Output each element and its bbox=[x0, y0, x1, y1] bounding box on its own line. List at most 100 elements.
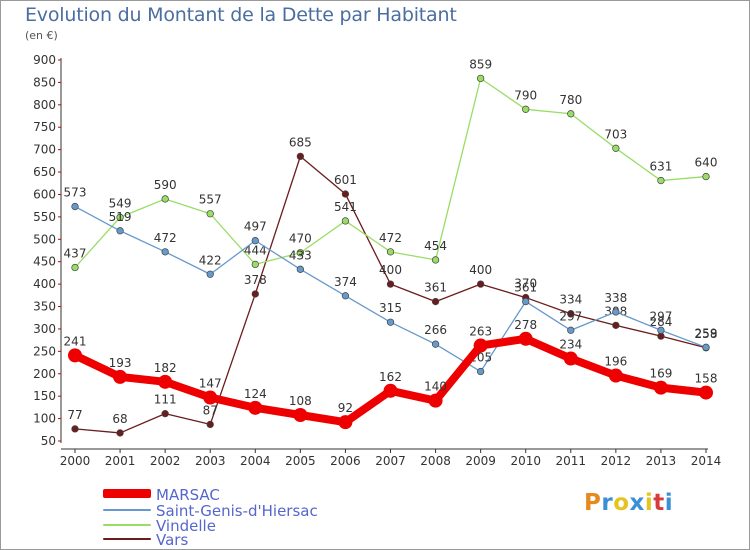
data-label-vars: 400 bbox=[469, 263, 492, 277]
data-label-vindelle: 444 bbox=[244, 243, 267, 257]
data-label-vindelle: 790 bbox=[514, 88, 537, 102]
data-label-marsac: 196 bbox=[604, 355, 627, 369]
data-point-marsac bbox=[68, 348, 82, 363]
x-tick-label: 2001 bbox=[105, 454, 136, 468]
y-tick-label: 50 bbox=[41, 434, 56, 448]
data-label-saint-genis-d-hiersac: 259 bbox=[695, 326, 718, 340]
x-tick-label: 2008 bbox=[420, 454, 451, 468]
data-label-saint-genis-d-hiersac: 297 bbox=[649, 309, 672, 323]
y-tick-label: 750 bbox=[33, 120, 56, 134]
data-point-vindelle bbox=[206, 210, 214, 218]
data-label-vars: 378 bbox=[244, 273, 267, 287]
data-point-marsac bbox=[293, 408, 308, 423]
data-label-saint-genis-d-hiersac: 573 bbox=[64, 186, 87, 200]
data-label-vars: 284 bbox=[649, 315, 672, 329]
data-label-marsac: 158 bbox=[695, 372, 718, 386]
data-label-vindelle: 590 bbox=[154, 178, 177, 192]
data-label-vindelle: 780 bbox=[559, 93, 582, 107]
data-label-marsac: 108 bbox=[289, 394, 312, 408]
data-label-vars: 685 bbox=[289, 135, 312, 149]
data-point-vars bbox=[116, 429, 124, 437]
data-point-saint-genis-d-hiersac bbox=[206, 270, 214, 278]
data-point-vindelle bbox=[71, 263, 79, 272]
data-label-vindelle: 631 bbox=[649, 160, 672, 174]
data-point-saint-genis-d-hiersac bbox=[251, 236, 259, 245]
data-label-marsac: 124 bbox=[244, 387, 267, 401]
data-label-saint-genis-d-hiersac: 315 bbox=[379, 301, 402, 315]
y-tick-label: 150 bbox=[33, 389, 56, 403]
data-point-saint-genis-d-hiersac bbox=[657, 326, 665, 334]
logo-letter: x bbox=[629, 490, 645, 516]
data-point-vindelle bbox=[161, 195, 169, 203]
data-point-vindelle bbox=[657, 176, 665, 185]
x-tick-label: 2007 bbox=[375, 454, 406, 468]
data-label-saint-genis-d-hiersac: 497 bbox=[244, 220, 267, 234]
data-label-saint-genis-d-hiersac: 338 bbox=[604, 291, 627, 305]
data-label-marsac: 278 bbox=[514, 318, 537, 332]
data-label-vars: 334 bbox=[559, 293, 582, 307]
data-point-marsac bbox=[699, 385, 713, 400]
x-tick-label: 2012 bbox=[601, 454, 632, 468]
data-point-saint-genis-d-hiersac bbox=[431, 340, 440, 348]
data-point-vindelle bbox=[522, 105, 530, 113]
chart-title: Evolution du Montant de la Dette par Hab… bbox=[25, 4, 457, 26]
x-tick-label: 2009 bbox=[465, 454, 496, 468]
data-point-saint-genis-d-hiersac bbox=[161, 248, 169, 256]
data-label-saint-genis-d-hiersac: 433 bbox=[289, 248, 312, 262]
x-tick-label: 2010 bbox=[510, 454, 541, 468]
data-label-marsac: 182 bbox=[154, 361, 177, 375]
y-tick-label: 300 bbox=[33, 322, 56, 336]
data-label-marsac: 193 bbox=[109, 356, 132, 370]
data-label-vindelle: 470 bbox=[289, 232, 312, 246]
data-label-saint-genis-d-hiersac: 361 bbox=[514, 281, 537, 295]
x-tick-label: 2005 bbox=[285, 454, 316, 468]
data-label-saint-genis-d-hiersac: 266 bbox=[424, 323, 447, 337]
data-label-vindelle: 557 bbox=[199, 193, 222, 207]
y-tick-label: 350 bbox=[33, 300, 56, 314]
data-point-vars bbox=[341, 190, 350, 198]
data-point-marsac bbox=[203, 390, 218, 405]
data-label-saint-genis-d-hiersac: 519 bbox=[109, 210, 132, 224]
y-tick-label: 550 bbox=[33, 210, 56, 224]
data-label-saint-genis-d-hiersac: 374 bbox=[334, 275, 357, 289]
data-point-vars bbox=[161, 410, 169, 418]
y-tick-label: 900 bbox=[33, 53, 56, 67]
data-label-vindelle: 549 bbox=[109, 196, 132, 210]
x-tick-label: 2003 bbox=[195, 454, 226, 468]
data-point-vindelle bbox=[702, 172, 710, 181]
y-tick-label: 450 bbox=[33, 255, 56, 269]
data-label-vars: 370 bbox=[514, 277, 537, 291]
data-point-vindelle bbox=[386, 248, 395, 256]
data-point-marsac bbox=[248, 400, 263, 415]
legend-swatch-vindelle bbox=[103, 524, 151, 526]
y-tick-label: 200 bbox=[33, 367, 56, 381]
data-point-vindelle bbox=[296, 249, 305, 257]
data-label-marsac: 147 bbox=[199, 377, 222, 391]
data-label-marsac: 162 bbox=[379, 370, 402, 384]
legend-swatch-saint-genis bbox=[103, 509, 151, 511]
data-label-vindelle: 859 bbox=[469, 57, 492, 71]
x-tick-label: 2000 bbox=[60, 454, 91, 468]
data-label-marsac: 263 bbox=[469, 325, 492, 339]
data-label-vars: 400 bbox=[379, 263, 402, 277]
data-point-marsac bbox=[608, 368, 623, 383]
x-tick-label: 2014 bbox=[691, 454, 722, 468]
data-point-saint-genis-d-hiersac bbox=[567, 326, 575, 334]
data-point-vars bbox=[476, 280, 485, 288]
data-point-saint-genis-d-hiersac bbox=[476, 367, 485, 376]
data-label-vindelle: 472 bbox=[379, 231, 402, 245]
y-tick-label: 500 bbox=[33, 232, 56, 246]
data-point-vindelle bbox=[476, 74, 485, 83]
data-label-vindelle: 437 bbox=[64, 247, 87, 261]
chart-unit-label: (en €) bbox=[25, 29, 58, 42]
data-point-marsac bbox=[428, 393, 443, 408]
data-point-vars bbox=[612, 321, 620, 330]
data-point-vindelle bbox=[431, 256, 440, 264]
data-point-saint-genis-d-hiersac bbox=[522, 297, 530, 306]
x-tick-label: 2013 bbox=[646, 454, 677, 468]
logo-letter: P bbox=[584, 490, 602, 516]
data-label-marsac: 234 bbox=[559, 338, 582, 352]
legend-label-vars: Vars bbox=[156, 531, 189, 549]
data-point-vars bbox=[386, 280, 395, 288]
